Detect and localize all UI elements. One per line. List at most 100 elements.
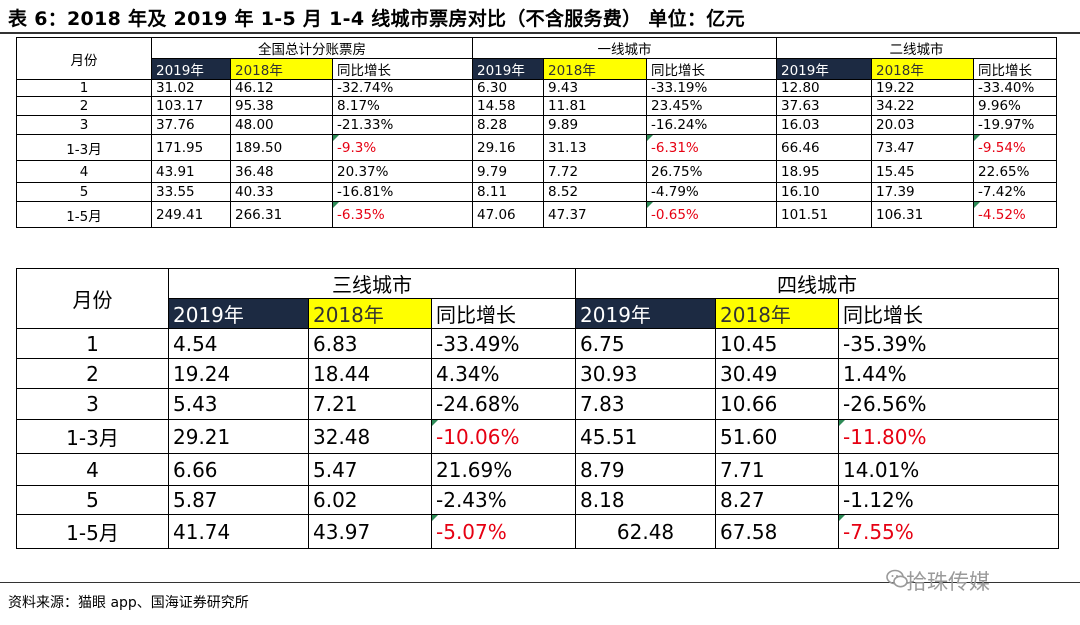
value-cell: 37.63	[776, 96, 872, 116]
yoy-cell: 9.96%	[973, 96, 1057, 116]
value-cell: 171.95	[151, 134, 231, 161]
yoy-cell: 14.01%	[838, 453, 1060, 486]
value-cell: 106.31	[871, 201, 974, 228]
value-cell: 37.76	[151, 115, 231, 135]
group-header-national: 全国总计分账票房	[151, 37, 473, 59]
value-cell: 36.48	[230, 160, 333, 183]
subheader-2018: 2018年	[543, 58, 647, 80]
yoy-cell: -5.07%	[430, 514, 577, 549]
value-cell: 46.12	[230, 79, 333, 97]
yoy-cell: -9.54%	[973, 134, 1057, 161]
group-header-tier3: 三线城市	[167, 268, 577, 299]
subheader-2018: 2018年	[308, 298, 432, 329]
yoy-cell: -24.68%	[430, 388, 577, 420]
table-row: 1-3月 29.21 32.48 -10.06% 45.51 51.60 -11.80%	[16, 419, 1060, 454]
yoy-cell: -32.74%	[332, 79, 473, 97]
table-row: 2 103.17 95.38 8.17% 14.58 11.81 23.45% 37.63 34…	[16, 96, 1057, 116]
value-cell: 5.43	[168, 388, 309, 420]
month-cell: 1	[16, 328, 169, 359]
value-cell: 31.13	[543, 134, 647, 161]
value-cell: 95.38	[230, 96, 333, 116]
subheader-yoy: 同比增长	[430, 298, 577, 329]
yoy-cell: -7.42%	[973, 182, 1057, 202]
value-cell: 41.74	[168, 514, 309, 549]
yoy-cell: 8.17%	[332, 96, 473, 116]
subheader-yoy: 同比增长	[332, 58, 473, 80]
yoy-cell: -16.81%	[332, 182, 473, 202]
table-row: 1-5月 41.74 43.97 -5.07% 62.48 67.58 -7.55%	[16, 514, 1060, 549]
value-cell: 10.66	[715, 388, 840, 420]
value-cell: 9.43	[543, 79, 647, 97]
value-cell: 67.58	[715, 514, 840, 549]
value-cell: 40.33	[230, 182, 333, 202]
month-cell: 4	[16, 160, 152, 183]
value-cell: 4.54	[168, 328, 309, 359]
value-cell: 16.03	[776, 115, 872, 135]
value-cell: 47.06	[472, 201, 544, 228]
value-cell: 5.87	[168, 485, 309, 515]
value-cell: 19.22	[871, 79, 974, 97]
subheader-yoy: 同比增长	[646, 58, 777, 80]
table-row: 4 43.91 36.48 20.37% 9.79 7.72 26.75% 18.95 15.4…	[16, 160, 1057, 183]
table-row: 3 5.43 7.21 -24.68% 7.83 10.66 -26.56%	[16, 388, 1060, 420]
value-cell: 66.46	[776, 134, 872, 161]
value-cell: 8.28	[472, 115, 544, 135]
value-cell: 6.83	[308, 328, 432, 359]
subheader-2018: 2018年	[715, 298, 840, 329]
value-cell: 266.31	[230, 201, 333, 228]
table-title: 表 6：2018 年及 2019 年 1-5 月 1-4 线城市票房对比（不含服…	[8, 8, 745, 30]
month-cell: 3	[16, 115, 152, 135]
yoy-cell: -6.31%	[646, 134, 777, 161]
value-cell: 101.51	[776, 201, 872, 228]
yoy-cell: -33.19%	[646, 79, 777, 97]
watermark: 拾珠传媒	[906, 570, 990, 594]
wechat-icon	[886, 569, 908, 588]
value-cell: 9.79	[472, 160, 544, 183]
value-cell: 7.71	[715, 453, 840, 486]
yoy-cell: -0.65%	[646, 201, 777, 228]
yoy-cell: -9.3%	[332, 134, 473, 161]
subheader-2018: 2018年	[871, 58, 974, 80]
value-cell: 7.72	[543, 160, 647, 183]
value-cell: 8.11	[472, 182, 544, 202]
yoy-cell: 23.45%	[646, 96, 777, 116]
month-column-header: 月份	[16, 268, 169, 329]
table-row: 3 37.76 48.00 -21.33% 8.28 9.89 -16.24% 16.03 20…	[16, 115, 1057, 135]
subheader-2018: 2018年	[230, 58, 333, 80]
month-cell: 5	[16, 485, 169, 515]
top-rule	[0, 32, 1080, 34]
box-office-table-tier3-4: 月份 三线城市 四线城市 2019年 2018年 同比增长 2019年 2018…	[16, 268, 1060, 549]
value-cell: 8.27	[715, 485, 840, 515]
value-cell: 189.50	[230, 134, 333, 161]
yoy-cell: -21.33%	[332, 115, 473, 135]
value-cell: 30.93	[575, 358, 717, 389]
value-cell: 6.02	[308, 485, 432, 515]
yoy-cell: -26.56%	[838, 388, 1060, 420]
source-note: 资料来源：猫眼 app、国海证券研究所	[8, 595, 249, 611]
subheader-yoy: 同比增长	[838, 298, 1060, 329]
value-cell: 31.02	[151, 79, 231, 97]
yoy-cell: -2.43%	[430, 485, 577, 515]
yoy-cell: -7.55%	[838, 514, 1060, 549]
value-cell: 62.48	[575, 514, 717, 549]
yoy-cell: 1.44%	[838, 358, 1060, 389]
value-cell: 7.83	[575, 388, 717, 420]
value-cell: 10.45	[715, 328, 840, 359]
value-cell: 51.60	[715, 419, 840, 454]
value-cell: 6.75	[575, 328, 717, 359]
yoy-cell: -19.97%	[973, 115, 1057, 135]
value-cell: 19.24	[168, 358, 309, 389]
value-cell: 6.30	[472, 79, 544, 97]
table-row: 1-3月 171.95 189.50 -9.3% 29.16 31.13 -6.31% 66.…	[16, 134, 1057, 161]
subheader-2019: 2019年	[168, 298, 309, 329]
value-cell: 249.41	[151, 201, 231, 228]
yoy-cell: -4.52%	[973, 201, 1057, 228]
yoy-cell: -10.06%	[430, 419, 577, 454]
month-cell: 1-3月	[16, 419, 169, 454]
value-cell: 29.16	[472, 134, 544, 161]
group-header-tier4: 四线城市	[575, 268, 1060, 299]
subheader-2019: 2019年	[472, 58, 544, 80]
value-cell: 43.97	[308, 514, 432, 549]
value-cell: 6.66	[168, 453, 309, 486]
month-cell: 1	[16, 79, 152, 97]
